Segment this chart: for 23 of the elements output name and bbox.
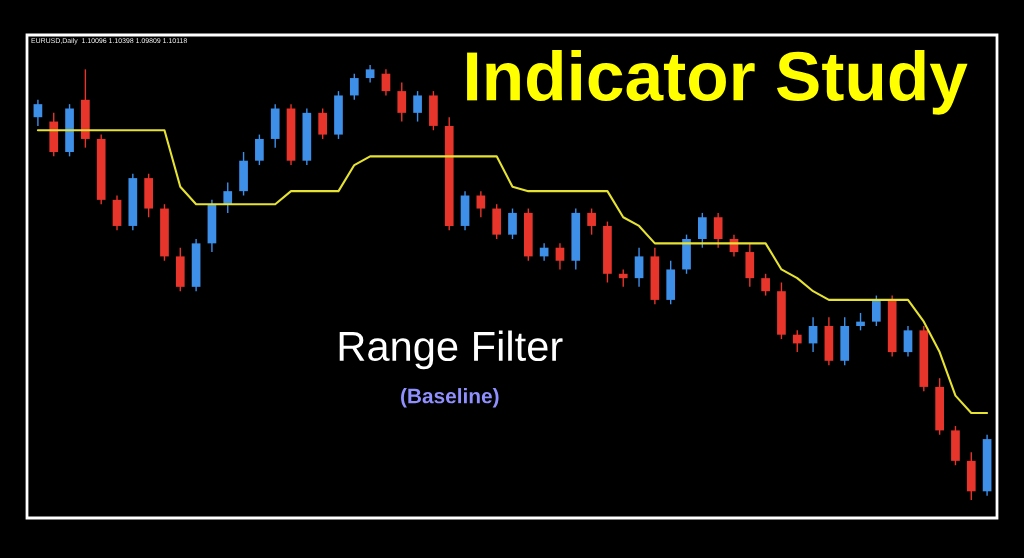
annotation: (Baseline) [401,388,499,408]
candlestick [255,133,264,166]
candlestick [349,73,359,101]
candlestick [808,316,818,353]
candlestick [903,325,913,358]
candlestick [872,294,881,327]
candlestick [397,81,407,123]
text: Range Filter [339,330,563,370]
candlestick [555,242,565,271]
candlestick [318,107,328,140]
candlestick [587,207,596,236]
candlestick [713,212,723,249]
candlestick [223,181,233,214]
candlestick [413,90,422,123]
chart-title: Indicator Study [467,50,968,115]
candlestick [508,207,517,240]
candlestick [33,99,43,127]
candlestick [697,212,707,249]
candlestick [761,273,770,297]
candlestick [381,68,391,97]
candlestick [634,247,644,288]
candlestick [792,329,802,353]
candlestick [476,190,486,218]
